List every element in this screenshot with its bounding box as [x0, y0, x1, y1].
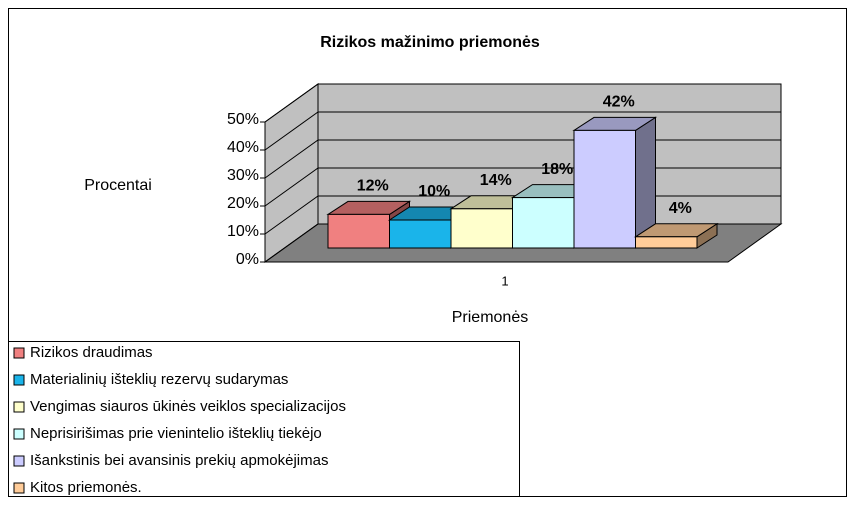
bar [389, 219, 452, 249]
legend-label: Rizikos draudimas [30, 344, 153, 361]
x-tick-label: 1 [501, 273, 508, 288]
data-label: 12% [357, 178, 389, 195]
legend-swatch [13, 455, 25, 467]
y-tick-label: 30% [227, 167, 259, 184]
bar [512, 197, 575, 249]
data-label: 18% [541, 161, 573, 178]
y-tick-label: 10% [227, 223, 259, 240]
legend-label: Kitos priemonės. [30, 479, 142, 496]
legend-label: Vengimas siauros ūkinės veiklos speciali… [30, 398, 346, 415]
data-label: 10% [418, 183, 450, 200]
y-tick-label: 50% [227, 111, 259, 128]
legend-label: Neprisirišimas prie vienintelio išteklių… [30, 425, 322, 442]
y-axis-title: Procentai [84, 177, 152, 194]
y-tick-label: 20% [227, 195, 259, 212]
legend-box [8, 341, 520, 497]
bar [327, 213, 390, 249]
data-label: 14% [480, 172, 512, 189]
legend-swatch [13, 374, 25, 386]
data-label: 42% [603, 94, 635, 111]
legend-swatch [13, 428, 25, 440]
bar [635, 236, 698, 249]
bar [573, 129, 636, 249]
legend-swatch [13, 401, 25, 413]
chart-title: Rizikos mažinimo priemonės [320, 34, 540, 51]
grid-line [264, 111, 781, 151]
bar [450, 208, 513, 249]
y-tick-label: 0% [236, 251, 259, 268]
legend-label: Išankstinis bei avansinis prekių apmokėj… [30, 452, 328, 469]
grid-line [264, 83, 781, 123]
data-label: 4% [669, 200, 692, 217]
x-axis-title: Priemonės [452, 309, 528, 326]
legend-swatch [13, 482, 25, 494]
y-tick-label: 40% [227, 139, 259, 156]
legend-label: Materialinių išteklių rezervų sudarymas [30, 371, 288, 388]
legend-swatch [13, 347, 25, 359]
